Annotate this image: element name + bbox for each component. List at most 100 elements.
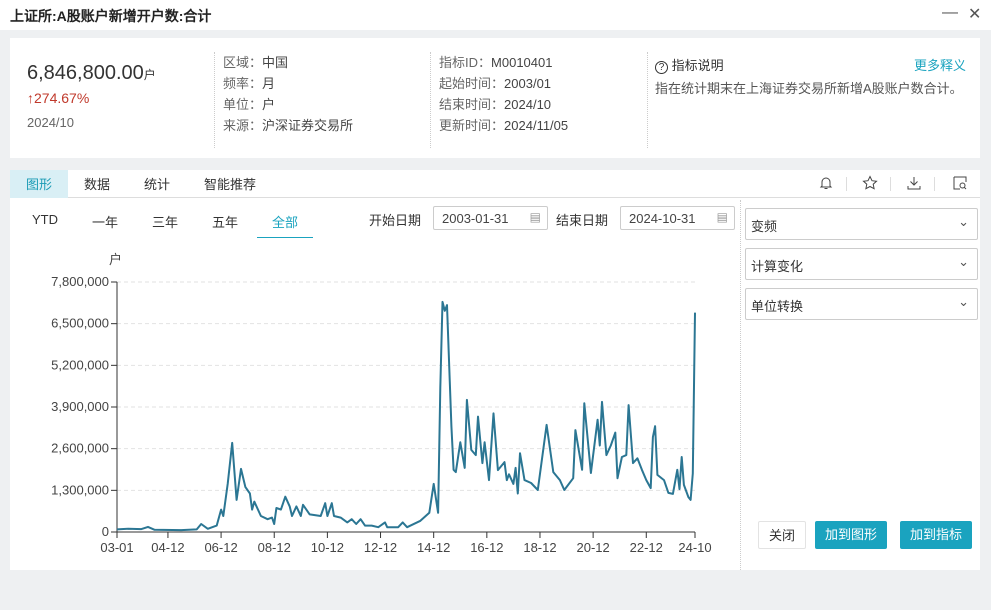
description-text: 指在统计期末在上海证券交易所新增A股账户数合计。 <box>655 78 965 99</box>
end-date-input[interactable]: 2024-10-31 ▤ <box>620 206 735 230</box>
meta-value: 月 <box>262 76 275 91</box>
meta-value: 户 <box>262 97 275 112</box>
y-tick-label: 7,800,000 <box>51 274 109 289</box>
window-title: 上证所:A股账户新增开户数:合计 <box>10 6 211 26</box>
x-tick-label: 12-12 <box>364 540 397 555</box>
star-plus-icon[interactable] <box>862 175 878 195</box>
x-tick-label: 10-12 <box>311 540 344 555</box>
calendar-icon[interactable]: ▤ <box>717 210 728 224</box>
add-to-chart-button[interactable]: 加到图形 <box>815 521 887 549</box>
y-tick-label: 5,200,000 <box>51 357 109 372</box>
bell-icon[interactable] <box>818 175 834 195</box>
end-date-value: 2024-10-31 <box>629 211 696 226</box>
end-date-label: 结束日期 <box>556 210 608 229</box>
question-circle-icon: ? <box>655 61 668 74</box>
chevron-down-icon: ⌄ <box>958 214 969 230</box>
tab-smart-recommend[interactable]: 智能推荐 <box>188 170 272 198</box>
range-3y[interactable]: 三年 <box>152 212 178 231</box>
minimize-icon[interactable]: — <box>942 4 958 22</box>
meta-row: 结束时间：2024/10 <box>439 94 640 115</box>
tab-bar: 图形 数据 统计 智能推荐 <box>10 170 980 198</box>
select-label: 单位转换 <box>751 299 803 314</box>
change-percent: ↑274.67% <box>27 90 89 106</box>
y-tick-label: 2,600,000 <box>51 441 109 456</box>
description-heading: ? 指标说明 <box>655 55 724 74</box>
x-tick-label: 06-12 <box>204 540 237 555</box>
start-date-value: 2003-01-31 <box>442 211 509 226</box>
y-axis-unit: 户 <box>109 252 122 267</box>
divider <box>934 177 935 191</box>
add-to-indicator-button[interactable]: 加到指标 <box>900 521 972 549</box>
meta-row: 指标ID：M0010401 <box>439 52 640 73</box>
meta-value: 2024/11/05 <box>504 118 568 133</box>
more-explanation-link[interactable]: 更多释义 <box>914 55 966 74</box>
line-chart: 户 0 1,300,000 2,600,000 3,900,000 5,200,000 6,… <box>10 240 740 610</box>
download-icon[interactable] <box>906 175 922 195</box>
description-heading-text: 指标说明 <box>672 58 724 73</box>
select-label: 变频 <box>751 219 777 234</box>
latest-date: 2024/10 <box>27 115 74 130</box>
meta-key: 更新时间 <box>439 118 491 133</box>
x-tick-label: 04-12 <box>151 540 184 555</box>
close-icon[interactable]: ✕ <box>968 4 981 24</box>
meta-row: 区域：中国 <box>223 52 424 73</box>
value-text: 6,846,800.00 <box>27 62 144 84</box>
meta-value: 沪深证券交易所 <box>262 118 353 133</box>
meta-column-1: 区域：中国频率：月单位：户来源：沪深证券交易所 <box>214 52 424 148</box>
close-button[interactable]: 关闭 <box>758 521 806 549</box>
meta-key: 来源 <box>223 118 249 133</box>
y-tick-label: 3,900,000 <box>51 399 109 414</box>
x-tick-label: 03-01 <box>100 540 133 555</box>
range-1y[interactable]: 一年 <box>92 212 118 231</box>
chevron-down-icon: ⌄ <box>958 254 969 270</box>
x-tick-label: 22-12 <box>630 540 663 555</box>
y-tick-label: 6,500,000 <box>51 316 109 331</box>
main-panel: 图形 数据 统计 智能推荐 YTD 一年 三年 五年 全部 开始日期 2003-… <box>10 170 980 570</box>
x-tick-label: 14-12 <box>417 540 450 555</box>
up-arrow-icon: ↑ <box>27 90 34 106</box>
series-line <box>117 302 695 530</box>
meta-key: 区域 <box>223 55 249 70</box>
indicator-summary-card: 6,846,800.00户 ↑274.67% 2024/10 区域：中国频率：月… <box>10 38 980 158</box>
meta-row: 单位：户 <box>223 94 424 115</box>
frequency-select[interactable]: 变频 ⌄ <box>745 208 978 240</box>
start-date-label: 开始日期 <box>369 210 421 229</box>
meta-key: 单位 <box>223 97 249 112</box>
meta-row: 频率：月 <box>223 73 424 94</box>
x-tick-label: 16-12 <box>470 540 503 555</box>
x-tick-label: 18-12 <box>523 540 556 555</box>
meta-row: 起始时间：2003/01 <box>439 73 640 94</box>
meta-key: 结束时间 <box>439 97 491 112</box>
range-all[interactable]: 全部 <box>257 212 313 238</box>
meta-value: 2003/01 <box>504 76 551 91</box>
meta-value: 中国 <box>262 55 288 70</box>
change-text: 274.67% <box>34 90 89 106</box>
range-ytd[interactable]: YTD <box>32 212 58 227</box>
meta-row: 来源：沪深证券交易所 <box>223 115 424 136</box>
meta-row: 更新时间：2024/11/05 <box>439 115 640 136</box>
meta-key: 起始时间 <box>439 76 491 91</box>
meta-value: 2024/10 <box>504 97 551 112</box>
meta-value: M0010401 <box>491 55 552 70</box>
meta-key: 指标ID <box>439 55 478 70</box>
chevron-down-icon: ⌄ <box>958 294 969 310</box>
y-tick-label: 0 <box>102 524 109 539</box>
search-document-icon[interactable] <box>952 175 968 195</box>
title-bar: 上证所:A股账户新增开户数:合计 — ✕ <box>0 0 991 30</box>
divider <box>846 177 847 191</box>
calc-change-select[interactable]: 计算变化⌄ <box>745 248 978 280</box>
y-tick-label: 1,300,000 <box>51 482 109 497</box>
start-date-input[interactable]: 2003-01-31 ▤ <box>433 206 548 230</box>
unit-convert-select[interactable]: 单位转换 ⌄ <box>745 288 978 320</box>
tab-chart[interactable]: 图形 <box>10 170 68 198</box>
tab-statistics[interactable]: 统计 <box>128 170 186 198</box>
range-5y[interactable]: 五年 <box>212 212 238 231</box>
x-tick-label: 24-10 <box>678 540 711 555</box>
calendar-icon[interactable]: ▤ <box>530 210 541 224</box>
latest-value: 6,846,800.00户 <box>27 62 156 85</box>
divider <box>890 177 891 191</box>
tab-data[interactable]: 数据 <box>68 170 126 198</box>
x-tick-label: 20-12 <box>577 540 610 555</box>
x-tick-label: 08-12 <box>258 540 291 555</box>
